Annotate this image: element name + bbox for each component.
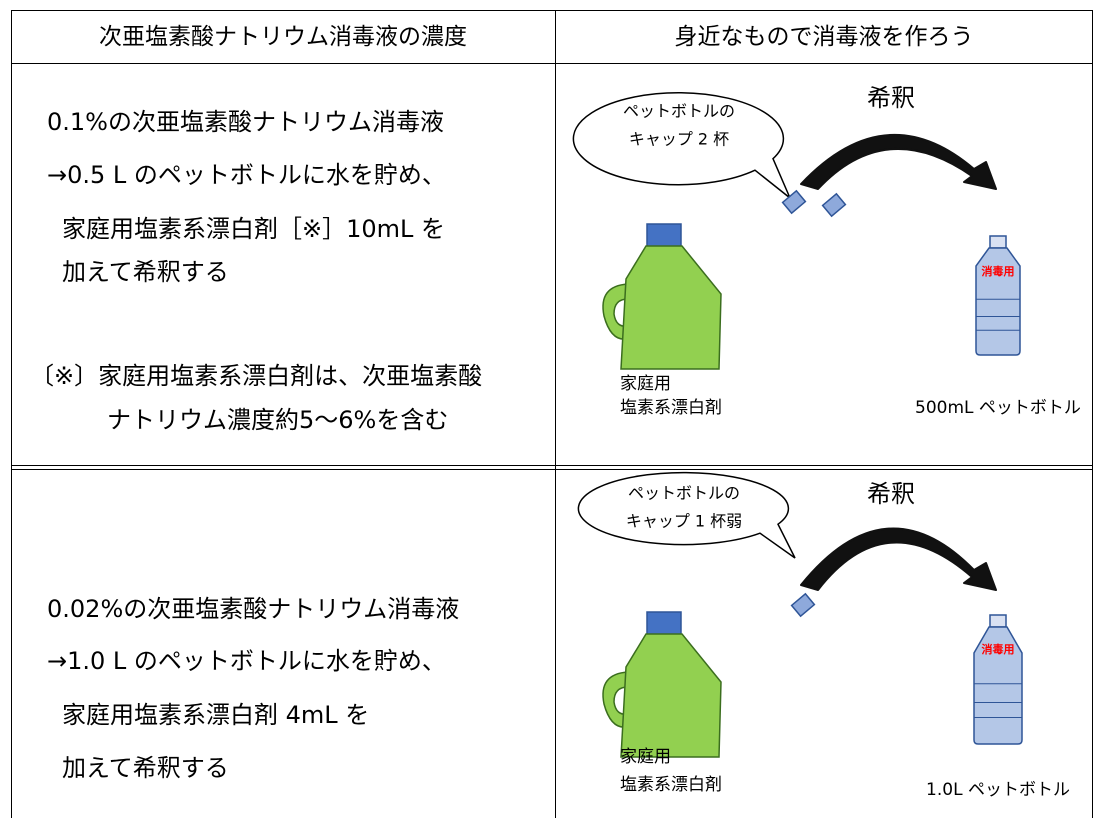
jug-cap — [646, 611, 682, 637]
border — [11, 465, 1093, 466]
bottle-cap — [790, 592, 816, 618]
bubble-text: キャップ 1 杯弱 — [626, 512, 742, 531]
curved-arrow — [800, 133, 997, 190]
arrow-label: 希釈 — [867, 84, 915, 112]
speech-bubble — [572, 91, 791, 199]
text-line: →1.0 L のペットボトルに水を貯め、 — [47, 647, 446, 675]
caption: 500mL ペットボトル — [915, 398, 1081, 418]
jug-body — [620, 633, 722, 758]
text-line: 加えて希釈する — [62, 754, 229, 782]
bottle-label: 消毒用 — [982, 264, 1015, 278]
caption: 塩素系漂白剤 — [620, 775, 722, 795]
border — [11, 469, 1093, 470]
border — [1092, 10, 1093, 818]
text-line: 家庭用塩素系漂白剤［※］10mL を — [62, 215, 446, 243]
text-line: 加えて希釈する — [62, 258, 229, 286]
jug-body — [620, 245, 722, 370]
note-line: ナトリウム濃度約5～6%を含む — [107, 406, 449, 434]
border — [11, 63, 1093, 64]
pet-cap — [989, 614, 1007, 628]
pet-cap — [989, 235, 1007, 249]
jug-cap — [646, 223, 682, 249]
bubble-text: ペットボトルの — [628, 484, 740, 503]
caption: 1.0L ペットボトル — [926, 780, 1070, 800]
text-line: 家庭用塩素系漂白剤 4mL を — [62, 701, 370, 729]
pet-body — [973, 626, 1023, 745]
border — [555, 10, 556, 818]
caption: 塩素系漂白剤 — [620, 398, 722, 418]
caption: 家庭用 — [620, 747, 671, 767]
speech-bubble — [577, 471, 796, 559]
header: 次亜塩素酸ナトリウム消毒液の濃度 — [99, 24, 467, 50]
border — [11, 10, 12, 818]
text-line: 0.1%の次亜塩素酸ナトリウム消毒液 — [47, 108, 444, 136]
bubble-text: キャップ 2 杯 — [629, 130, 729, 149]
text-line: →0.5 L のペットボトルに水を貯め、 — [47, 161, 446, 189]
bubble-text: ペットボトルの — [623, 102, 735, 121]
border — [11, 10, 1093, 11]
bottle-label: 消毒用 — [982, 642, 1015, 656]
header: 身近なもので消毒液を作ろう — [674, 24, 974, 50]
arrow-label: 希釈 — [867, 480, 915, 508]
caption: 家庭用 — [620, 374, 671, 394]
note-line: 〔※〕家庭用塩素系漂白剤は、次亜塩素酸 — [30, 362, 483, 390]
curved-arrow — [800, 527, 997, 591]
text-line: 0.02%の次亜塩素酸ナトリウム消毒液 — [47, 595, 460, 623]
bottle-cap — [781, 189, 807, 215]
pet-body — [975, 247, 1021, 356]
bottle-cap — [821, 192, 847, 218]
